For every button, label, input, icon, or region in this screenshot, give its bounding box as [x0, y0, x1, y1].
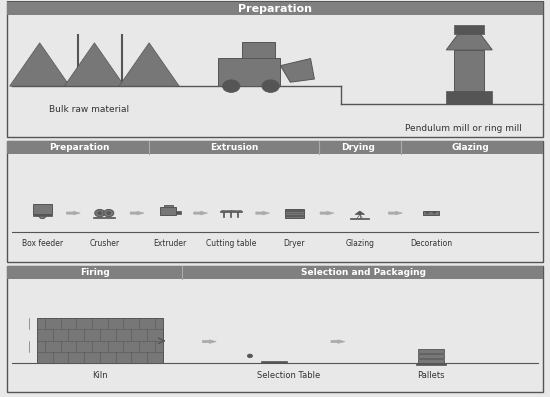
Bar	[218, 58, 280, 86]
Circle shape	[262, 80, 279, 93]
Text: Crusher: Crusher	[89, 239, 119, 248]
Circle shape	[95, 210, 105, 217]
Bar	[7, 2, 543, 15]
Bar	[285, 213, 303, 214]
Bar	[285, 208, 304, 218]
Bar	[7, 266, 543, 279]
Bar	[418, 359, 444, 363]
Text: Kiln: Kiln	[92, 371, 108, 380]
Text: Preparation: Preparation	[49, 143, 109, 152]
Text: Glazing: Glazing	[452, 143, 490, 152]
Polygon shape	[67, 211, 80, 215]
Circle shape	[107, 212, 111, 214]
Text: Preparation: Preparation	[238, 4, 312, 13]
Polygon shape	[130, 211, 144, 215]
Text: Glazing: Glazing	[345, 239, 375, 248]
Text: Selection Table: Selection Table	[257, 371, 320, 380]
Circle shape	[222, 80, 240, 93]
Bar	[176, 211, 181, 214]
Bar	[285, 215, 303, 216]
Polygon shape	[119, 43, 179, 86]
Text: Pallets: Pallets	[417, 371, 445, 380]
Text: Box feeder: Box feeder	[22, 239, 63, 248]
Bar	[161, 207, 176, 215]
Bar	[285, 210, 303, 211]
Bar	[32, 214, 52, 216]
Bar	[418, 354, 444, 358]
Bar	[226, 210, 230, 211]
Bar	[7, 1, 543, 137]
Polygon shape	[355, 211, 365, 214]
Text: Extruder: Extruder	[153, 239, 186, 248]
Bar	[261, 361, 287, 363]
Text: Dryer: Dryer	[283, 239, 305, 248]
Bar	[242, 42, 275, 58]
Bar	[423, 211, 439, 215]
Bar	[32, 204, 52, 214]
Polygon shape	[280, 58, 315, 82]
Bar	[94, 217, 115, 218]
Text: Extrusion: Extrusion	[211, 143, 259, 152]
Text: Decoration: Decoration	[410, 239, 452, 248]
Bar	[236, 212, 238, 217]
Bar	[236, 210, 241, 211]
Bar	[446, 91, 492, 104]
Circle shape	[426, 211, 429, 214]
Text: Bulk raw material: Bulk raw material	[49, 105, 129, 114]
Bar	[220, 211, 242, 212]
Bar	[418, 349, 444, 353]
Polygon shape	[320, 211, 334, 215]
Bar	[221, 210, 226, 211]
Bar	[454, 25, 484, 34]
Text: Firing: Firing	[80, 268, 110, 277]
Bar	[164, 205, 173, 207]
Bar	[232, 210, 236, 211]
Polygon shape	[388, 211, 402, 215]
Bar	[230, 212, 231, 217]
Polygon shape	[202, 340, 216, 343]
Polygon shape	[39, 216, 47, 219]
Polygon shape	[64, 43, 124, 86]
Text: Selection and Packaging: Selection and Packaging	[301, 268, 426, 277]
Bar	[223, 212, 224, 217]
Text: Pendulum mill or ring mill: Pendulum mill or ring mill	[405, 123, 522, 133]
Polygon shape	[331, 340, 345, 343]
Circle shape	[104, 210, 114, 217]
Bar	[416, 363, 446, 365]
Text: Drying: Drying	[341, 143, 375, 152]
Polygon shape	[446, 34, 492, 50]
Polygon shape	[9, 43, 70, 86]
Bar	[7, 266, 543, 392]
Circle shape	[248, 354, 252, 358]
Bar	[7, 141, 543, 262]
Bar	[350, 218, 369, 219]
Bar	[454, 50, 484, 91]
Polygon shape	[194, 211, 207, 215]
Circle shape	[98, 212, 102, 214]
Bar	[37, 318, 163, 363]
Polygon shape	[256, 211, 270, 215]
Text: Cutting table: Cutting table	[206, 239, 256, 248]
Bar	[7, 141, 543, 154]
Circle shape	[433, 211, 436, 214]
